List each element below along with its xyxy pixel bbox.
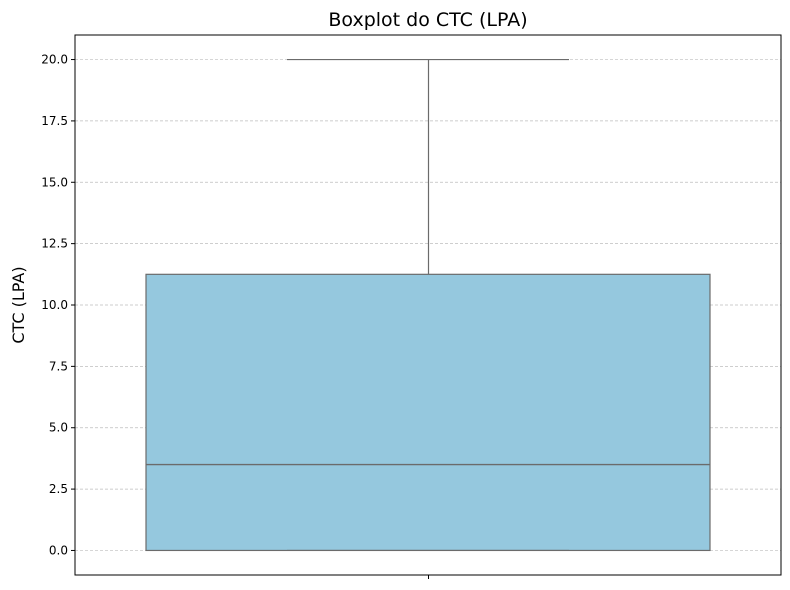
y-tick-label: 7.5 [49,359,68,373]
y-tick-label: 0.0 [49,543,68,557]
box-group [145,58,711,552]
y-tick-label: 10.0 [41,298,68,312]
y-tick-label: 20.0 [41,53,68,67]
y-tick-label: 2.5 [49,482,68,496]
y-tick-label: 15.0 [41,175,68,189]
y-axis-label: CTC (LPA) [9,266,28,343]
chart-title: Boxplot do CTC (LPA) [328,9,527,31]
y-tick-label: 5.0 [49,421,68,435]
y-tick-label: 17.5 [41,114,68,128]
box-iqr [145,273,711,552]
y-axis-ticks: 0.0 2.5 5.0 7.5 10.0 12.5 15.0 17.5 20.0 [41,53,75,557]
y-tick-label: 12.5 [41,237,68,251]
